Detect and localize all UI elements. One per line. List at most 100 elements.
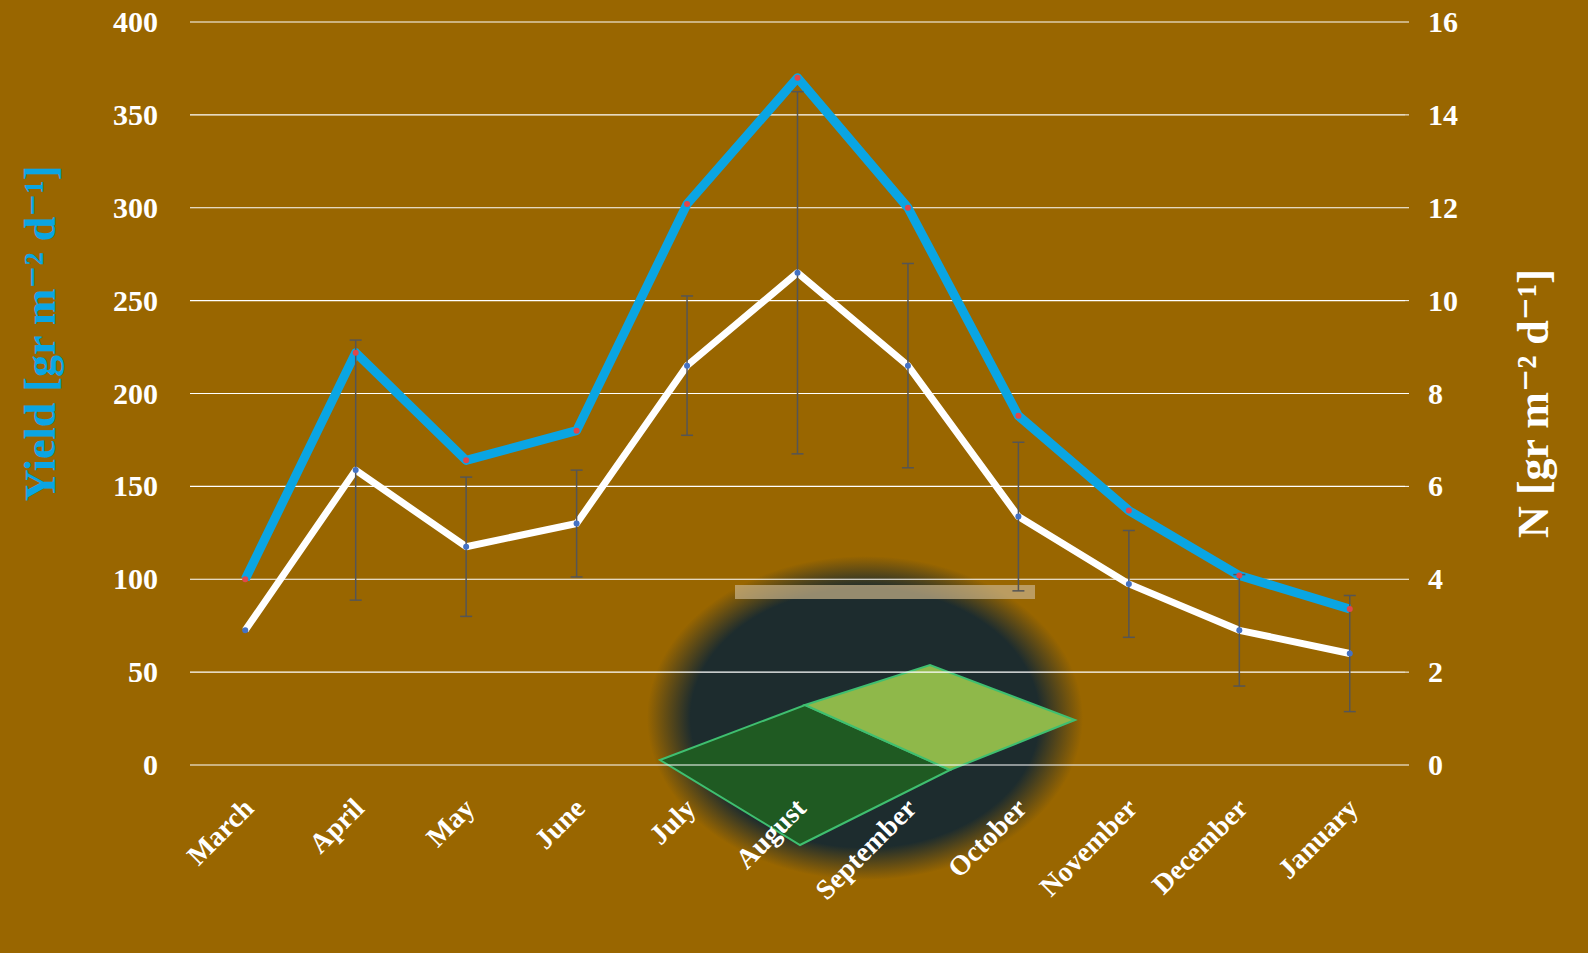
y2-tick-label: 12 (1428, 191, 1458, 224)
error-cap (1233, 685, 1245, 687)
y2-tick (1405, 114, 1409, 115)
x-tick-label: May (420, 792, 480, 852)
y-tick-label: 250 (113, 284, 158, 317)
y2-tick (1405, 765, 1409, 766)
marker (684, 201, 690, 207)
y2-tick (1405, 300, 1409, 301)
y2-tick-label: 6 (1428, 469, 1443, 502)
error-cap (1344, 595, 1356, 597)
marker (353, 467, 359, 473)
y2-tick-label: 0 (1428, 748, 1443, 781)
grid-line (190, 486, 1405, 487)
marker (353, 350, 359, 356)
marker (242, 627, 248, 633)
marker (463, 457, 469, 463)
error-cap (1012, 590, 1024, 592)
y2-tick (1405, 579, 1409, 580)
chart: 0 50 100 150 200 250 300 350 400 0 2 4 6 8 10 12 14 16 Yie… (0, 0, 1588, 953)
grid-line (190, 764, 1405, 765)
grid-line (190, 21, 1405, 22)
x-tick-label: April (303, 792, 370, 859)
error-cap (460, 616, 472, 618)
error-cap (571, 576, 583, 578)
error-bar (1344, 596, 1356, 712)
y2-tick (1405, 207, 1409, 208)
error-cap (681, 295, 693, 297)
error-cap (571, 469, 583, 471)
grid-line (190, 579, 1405, 580)
error-cap (1012, 442, 1024, 444)
y2-tick-label: 16 (1428, 5, 1458, 38)
marker (242, 576, 248, 582)
error-cap (902, 263, 914, 265)
y-tick-label: 350 (113, 98, 158, 131)
error-cap (681, 435, 693, 437)
error-cap (902, 467, 914, 469)
y2-tick (1405, 22, 1409, 23)
x-tick-label: March (181, 792, 260, 871)
x-tick-label: September (809, 792, 922, 905)
marker (795, 75, 801, 81)
photo-rail (735, 585, 1035, 599)
error-bar (902, 263, 914, 467)
error-cap (460, 476, 472, 478)
y-tick-label: 0 (143, 748, 158, 781)
error-cap (1123, 530, 1135, 532)
series-line (245, 78, 1350, 609)
marker (1015, 413, 1021, 419)
y-tick-label: 100 (113, 562, 158, 595)
y2-tick (1405, 672, 1409, 673)
error-cap (1123, 637, 1135, 639)
marker (905, 205, 911, 211)
marker (1347, 651, 1353, 657)
error-bar (460, 477, 472, 616)
error-bar (681, 296, 693, 435)
x-tick-label: June (528, 792, 591, 855)
plot-area (242, 75, 1356, 712)
marker (574, 428, 580, 434)
error-cap (1344, 711, 1356, 713)
y2-tick-label: 2 (1428, 655, 1443, 688)
y2-tick (1405, 393, 1409, 394)
x-tick-label: January (1272, 792, 1364, 884)
x-tick-label: October (941, 792, 1032, 883)
x-tick-label: July (643, 792, 701, 850)
error-bar (1012, 442, 1024, 591)
x-tick-label: December (1146, 792, 1254, 900)
y-tick-label: 50 (128, 655, 158, 688)
marker (684, 363, 690, 369)
error-bar (1123, 530, 1135, 637)
y-tick-label: 150 (113, 469, 158, 502)
y2-tick-label: 14 (1428, 98, 1458, 131)
y2-tick-label: 4 (1428, 562, 1443, 595)
error-bar (571, 470, 583, 577)
x-tick-label: November (1033, 792, 1143, 902)
y2-tick-label: 8 (1428, 377, 1443, 410)
marker (574, 521, 580, 527)
y2-axis-title: N [gr m⁻² d⁻¹] (1509, 269, 1558, 538)
grid-line (190, 672, 1405, 673)
error-bar (792, 92, 804, 454)
error-cap (792, 91, 804, 93)
y-tick-label: 400 (113, 5, 158, 38)
error-cap (350, 339, 362, 341)
marker (795, 270, 801, 276)
y-tick-label: 200 (113, 377, 158, 410)
marker (1347, 606, 1353, 612)
background (0, 0, 1588, 953)
marker (1236, 573, 1242, 579)
y-tick-label: 300 (113, 191, 158, 224)
error-bar (350, 340, 362, 600)
marker (1015, 514, 1021, 520)
photo-tray (805, 665, 1075, 770)
marker (463, 544, 469, 550)
y2-tick (1405, 486, 1409, 487)
error-cap (792, 453, 804, 455)
x-tick-label: August (729, 792, 812, 875)
error-bar (1233, 575, 1245, 686)
marker (905, 363, 911, 369)
y-axis-title: Yield [gr m⁻² d⁻¹] (16, 166, 65, 502)
y2-tick-label: 10 (1428, 284, 1458, 317)
error-cap (350, 599, 362, 601)
marker (1236, 627, 1242, 633)
